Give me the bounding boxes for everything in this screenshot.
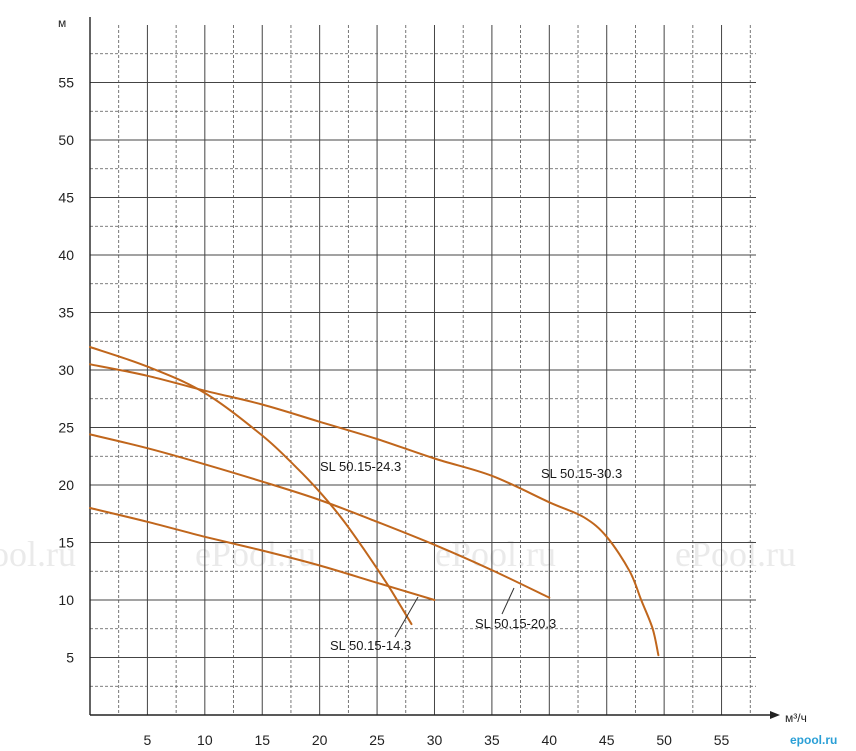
y-axis-label: м <box>58 16 66 30</box>
y-tick-label-45: 45 <box>58 190 74 206</box>
leader-line-14-3 <box>394 596 419 638</box>
x-tick-label-45: 45 <box>599 732 615 748</box>
y-tick-label-40: 40 <box>58 247 74 263</box>
watermark-layer: ePool.ru ePool.ru ePool.ru ePool.ru <box>0 534 796 574</box>
y-tick-label-20: 20 <box>58 477 74 493</box>
y-tick-label-30: 30 <box>58 362 74 378</box>
x-tick-label-10: 10 <box>197 732 213 748</box>
x-tick-label-25: 25 <box>369 732 385 748</box>
grid-layer <box>89 17 780 719</box>
x-tick-label-50: 50 <box>656 732 672 748</box>
watermark-4: ePool.ru <box>675 534 796 574</box>
y-tick-label-50: 50 <box>58 132 74 148</box>
watermark-1: ePool.ru <box>0 534 76 574</box>
curve-layer <box>89 346 660 657</box>
x-tick-label-20: 20 <box>312 732 328 748</box>
label-layer: м м³/ч SL 50.15-24.3 SL 50.15-30.3 SL 50… <box>58 16 837 747</box>
x-axis-label: м³/ч <box>785 711 807 725</box>
curve-series-2 <box>89 346 413 626</box>
x-axis-arrow <box>770 711 780 719</box>
y-tick-label-15: 15 <box>58 535 74 551</box>
credit-text: epool.ru <box>790 733 837 747</box>
leader-line-20-3 <box>501 587 515 615</box>
x-tick-label-35: 35 <box>484 732 500 748</box>
x-tick-label-15: 15 <box>254 732 270 748</box>
curve-label-14-3: SL 50.15-14.3 <box>330 638 411 653</box>
watermark-3: ePool.ru <box>435 534 556 574</box>
x-tick-label-40: 40 <box>542 732 558 748</box>
x-tick-label-30: 30 <box>427 732 443 748</box>
curve-label-20-3: SL 50.15-20.3 <box>475 616 556 631</box>
y-tick-label-55: 55 <box>58 75 74 91</box>
curve-series-1 <box>89 433 551 599</box>
y-tick-label-25: 25 <box>58 420 74 436</box>
y-tick-label-5: 5 <box>66 650 74 666</box>
curve-label-30-3: SL 50.15-30.3 <box>541 466 622 481</box>
x-tick-label-5: 5 <box>144 732 152 748</box>
y-tick-label-35: 35 <box>58 305 74 321</box>
watermark-2: ePool.ru <box>195 534 316 574</box>
x-tick-label-55: 55 <box>714 732 730 748</box>
tick-layer: 5 10 15 20 25 30 35 40 45 50 555101520253035404550… <box>58 75 729 749</box>
curve-series-0 <box>89 507 436 601</box>
y-tick-label-10: 10 <box>58 592 74 608</box>
curve-series-3 <box>89 363 660 657</box>
curve-label-24-3: SL 50.15-24.3 <box>320 459 401 474</box>
